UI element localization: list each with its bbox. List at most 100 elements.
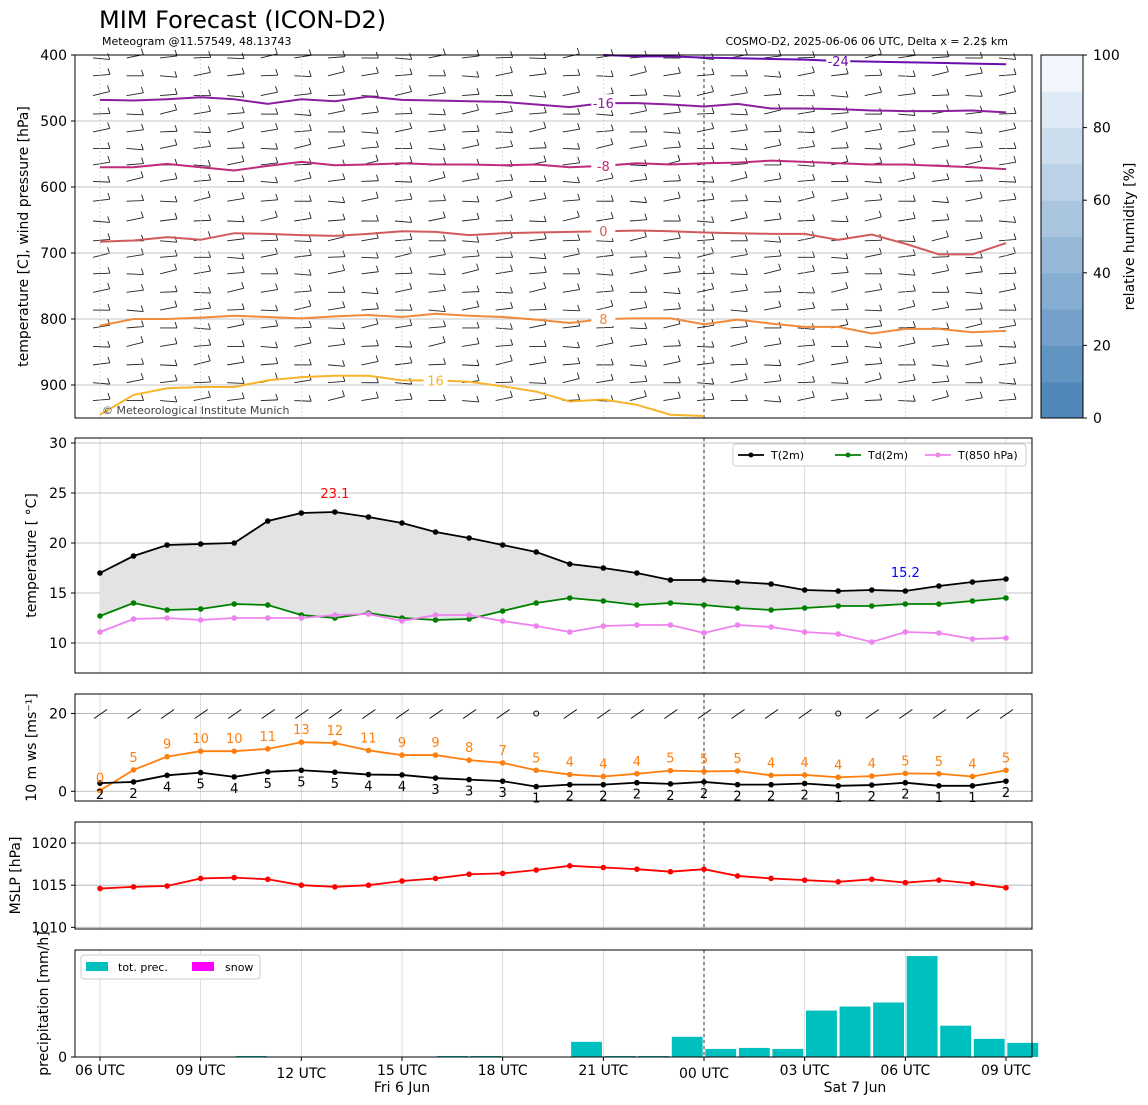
- wind-barb-flag: [308, 171, 312, 179]
- wind-barb: [663, 308, 681, 311]
- wind-barb-flag: [442, 86, 446, 94]
- wind-barb-flag: [778, 263, 782, 270]
- series-point: [566, 771, 573, 778]
- wind-barb-flag: [543, 175, 547, 182]
- wind-barb-flag: [543, 266, 547, 273]
- colorbar-segment: [1041, 309, 1083, 346]
- isotherm-label-bg: [591, 156, 616, 173]
- wind-barb: [160, 93, 178, 97]
- isotherm-label: 0: [599, 225, 607, 240]
- wind-barb: [160, 343, 178, 347]
- wind-barb: [160, 269, 177, 275]
- wind-barb: [864, 180, 882, 184]
- wind-barb-flag: [174, 172, 178, 179]
- wind-barb-flag: [845, 318, 849, 325]
- wind-barb: [529, 95, 546, 98]
- wind-barb-flag: [107, 304, 111, 311]
- wind-barb-flag: [1013, 340, 1017, 348]
- series-point: [499, 608, 506, 614]
- wind-barb-flag: [174, 337, 178, 344]
- wind-barb-flag: [241, 392, 245, 399]
- wind-barb: [327, 343, 345, 347]
- wind-barb-flag: [912, 158, 916, 165]
- wind-barb-flag: [107, 356, 111, 363]
- wind-barb-flag: [945, 230, 949, 237]
- wind-barb: [696, 252, 714, 258]
- wind-barb-flag: [912, 124, 916, 131]
- wind-barb-flag: [610, 373, 614, 381]
- precip-frame: [74, 949, 1033, 1058]
- wind-barb: [998, 198, 1016, 202]
- wind-barb: [126, 129, 144, 133]
- wind-barb: [629, 200, 647, 204]
- wind-barb-flag: [543, 356, 547, 363]
- wind-barb-flag: [745, 234, 748, 241]
- data-label: 1: [834, 791, 842, 806]
- series-point: [936, 770, 942, 777]
- precip-bar: [973, 1038, 1005, 1057]
- wind-barb-flag: [879, 123, 883, 130]
- wind-barb-flag: [678, 302, 681, 309]
- wind-barb-flag: [476, 103, 480, 111]
- series-point: [768, 772, 774, 779]
- data-label: 4: [398, 780, 406, 795]
- series-point: [969, 880, 976, 887]
- wind-barb-flag: [1013, 282, 1017, 290]
- wind-barb-flag: [878, 210, 882, 218]
- wind-barb: [394, 74, 413, 77]
- series-point: [399, 618, 405, 624]
- wind-barb: [696, 345, 714, 348]
- wind-barb-flag: [946, 213, 950, 220]
- wind-barb-flag: [677, 265, 681, 272]
- wind-barb: [831, 220, 849, 223]
- wind-barb-flag: [812, 286, 815, 294]
- wind-barb-flag: [912, 336, 916, 344]
- wind-barb-flag: [576, 210, 580, 218]
- wind-barb-flag: [241, 52, 245, 59]
- series-point: [1003, 576, 1009, 582]
- wind-barb: [160, 709, 175, 719]
- calm-wind-marker: [835, 710, 842, 717]
- wind-barb-flag: [107, 85, 110, 92]
- wind-barb-flag: [845, 90, 849, 98]
- wind-barb: [864, 199, 882, 202]
- colorbar-segment: [1041, 345, 1083, 383]
- wind-barb-flag: [678, 140, 681, 148]
- wind-barb-flag: [275, 86, 278, 93]
- precip-bar: [436, 1055, 468, 1057]
- wind-barb-flag: [711, 142, 715, 149]
- wind-barb: [663, 323, 681, 329]
- series-point: [902, 770, 909, 777]
- wind-barb: [160, 75, 177, 78]
- wind-barb-flag: [879, 393, 883, 401]
- wind-barb-flag: [174, 285, 178, 292]
- wind-barb-flag: [711, 156, 715, 163]
- wind-barb: [898, 240, 916, 242]
- series-point: [600, 781, 607, 788]
- wind-barb-flag: [107, 68, 111, 75]
- wind-barb: [227, 57, 245, 60]
- wind-barb: [394, 272, 413, 275]
- series-point: [499, 618, 506, 624]
- wind-barb: [361, 111, 379, 115]
- upper-air-panel: 400500600700800900-24-16-80816temperatur…: [16, 47, 1138, 427]
- wind-barb: [294, 130, 312, 133]
- series-point: [533, 867, 540, 873]
- wind-barb-flag: [241, 155, 245, 162]
- wind-barb-flag: [711, 267, 715, 274]
- series-point: [164, 772, 170, 779]
- wind-barb: [529, 398, 547, 401]
- wind-barb-flag: [241, 282, 245, 289]
- wind-barb-flag: [577, 234, 581, 241]
- data-label: 11: [260, 730, 277, 745]
- wind-barb-flag: [711, 85, 714, 92]
- wind-barb: [160, 200, 177, 203]
- wind-barb-flag: [241, 266, 245, 273]
- wind-barb-flag: [510, 173, 514, 181]
- wind-barb-flag: [409, 122, 413, 129]
- wind-barb: [529, 73, 547, 77]
- wind-barb: [428, 147, 446, 151]
- wind-barb: [764, 178, 782, 182]
- wind-barb: [394, 288, 412, 293]
- wind-barb: [965, 345, 983, 347]
